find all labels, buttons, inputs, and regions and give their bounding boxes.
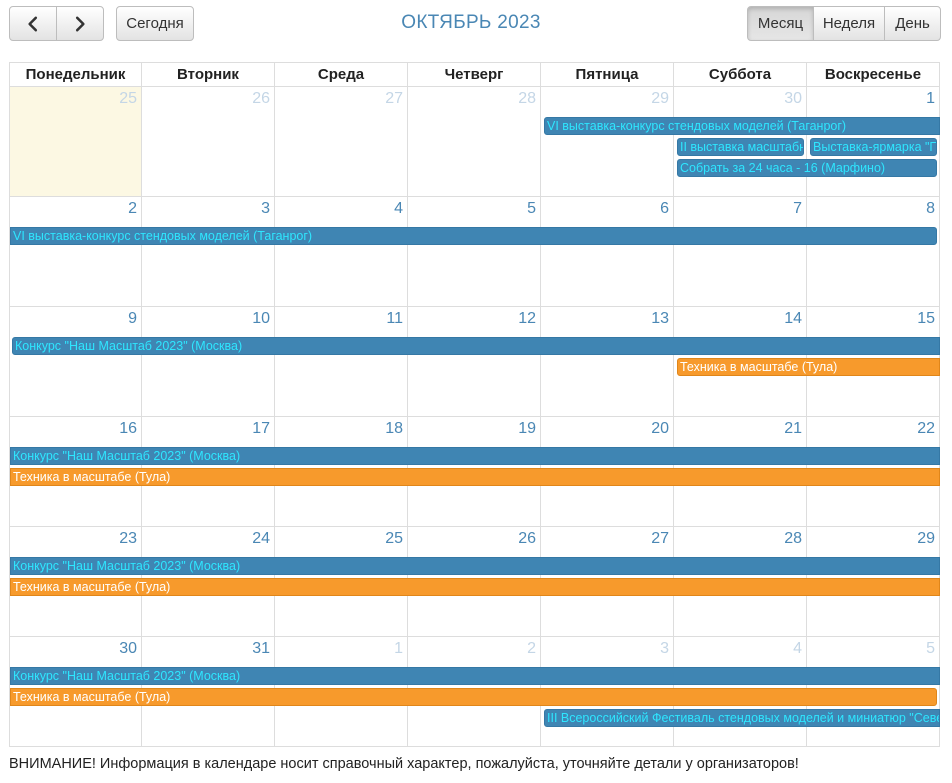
calendar-title: ОКТЯБРЬ 2023 [401, 12, 541, 33]
day-number[interactable]: 29 [917, 530, 935, 547]
day-cell[interactable]: 7 [674, 197, 807, 307]
calendar-event[interactable]: Техника в масштабе (Тула) [10, 578, 940, 596]
day-cell[interactable]: 28 [408, 87, 541, 197]
day-number[interactable]: 3 [660, 640, 669, 657]
day-cell[interactable]: 8 [807, 197, 940, 307]
day-cell[interactable]: 5 [408, 197, 541, 307]
day-number[interactable]: 21 [784, 420, 802, 437]
day-number[interactable]: 30 [119, 640, 137, 657]
day-number[interactable]: 17 [252, 420, 270, 437]
day-number[interactable]: 25 [385, 530, 403, 547]
day-cell[interactable]: 2 [9, 197, 142, 307]
day-number[interactable]: 28 [518, 90, 536, 107]
calendar-event[interactable]: II выставка масштабных моделей [677, 138, 804, 156]
day-number[interactable]: 13 [651, 310, 669, 327]
calendar-event[interactable]: VI выставка-конкурс стендовых моделей (Т… [544, 117, 940, 135]
day-number[interactable]: 10 [252, 310, 270, 327]
weekday-header: Понедельник [9, 62, 142, 87]
day-cell[interactable]: 11 [275, 307, 408, 417]
view-month-button[interactable]: Месяц [747, 6, 814, 41]
weekday-header: Четверг [408, 62, 541, 87]
day-cell[interactable]: 13 [541, 307, 674, 417]
day-number[interactable]: 11 [386, 310, 403, 327]
day-number[interactable]: 26 [252, 90, 270, 107]
calendar-event[interactable]: Техника в масштабе (Тула) [677, 358, 940, 376]
day-number[interactable]: 12 [518, 310, 536, 327]
day-number[interactable]: 7 [793, 200, 802, 217]
day-number[interactable]: 8 [926, 200, 935, 217]
day-number[interactable]: 18 [385, 420, 403, 437]
day-cell[interactable]: 29 [541, 87, 674, 197]
view-week-button[interactable]: Неделя [813, 6, 885, 41]
day-cell[interactable]: 27 [275, 87, 408, 197]
day-number[interactable]: 5 [527, 200, 536, 217]
chevron-left-icon [28, 16, 38, 31]
day-cell[interactable]: 5 [807, 637, 940, 747]
weekday-header: Среда [275, 62, 408, 87]
day-number[interactable]: 26 [518, 530, 536, 547]
day-number[interactable]: 4 [394, 200, 403, 217]
day-number[interactable]: 5 [926, 640, 935, 657]
day-cell[interactable]: 3 [142, 197, 275, 307]
day-number[interactable]: 25 [119, 90, 137, 107]
day-number[interactable]: 14 [784, 310, 802, 327]
calendar-event[interactable]: Собрать за 24 часа - 16 (Марфино) [677, 159, 937, 177]
day-number[interactable]: 27 [385, 90, 403, 107]
day-number[interactable]: 1 [926, 90, 935, 107]
calendar-event[interactable]: Конкурс "Наш Масштаб 2023" (Москва) [10, 557, 940, 575]
day-number[interactable]: 15 [917, 310, 935, 327]
calendar-event[interactable]: Конкурс "Наш Масштаб 2023" (Москва) [12, 337, 940, 355]
prev-month-button[interactable] [9, 6, 57, 41]
weekday-header: Вторник [142, 62, 275, 87]
day-number[interactable]: 16 [119, 420, 137, 437]
day-number[interactable]: 2 [128, 200, 137, 217]
day-number[interactable]: 9 [128, 310, 137, 327]
day-number[interactable]: 29 [651, 90, 669, 107]
day-number[interactable]: 30 [784, 90, 802, 107]
day-number[interactable]: 22 [917, 420, 935, 437]
day-number[interactable]: 4 [793, 640, 802, 657]
day-cell[interactable]: 4 [275, 197, 408, 307]
calendar-event[interactable]: Выставка-ярмарка "Гараж" [810, 138, 937, 156]
day-cell[interactable]: 10 [142, 307, 275, 417]
day-number[interactable]: 1 [394, 640, 403, 657]
weekday-header: Воскресенье [807, 62, 940, 87]
day-number[interactable]: 2 [527, 640, 536, 657]
day-number[interactable]: 23 [119, 530, 137, 547]
day-number[interactable]: 6 [660, 200, 669, 217]
disclaimer-notice: ВНИМАНИЕ! Информация в календаре носит с… [9, 756, 799, 772]
view-day-button[interactable]: День [884, 6, 941, 41]
day-cell[interactable]: 1 [807, 87, 940, 197]
day-number[interactable]: 19 [518, 420, 536, 437]
chevron-right-icon [75, 16, 85, 31]
today-button[interactable]: Сегодня [116, 6, 194, 41]
day-cell[interactable]: 9 [9, 307, 142, 417]
weekday-header: Суббота [674, 62, 807, 87]
calendar-event[interactable]: Техника в масштабе (Тула) [10, 688, 937, 706]
day-number[interactable]: 20 [651, 420, 669, 437]
day-cell[interactable]: 25 [9, 87, 142, 197]
calendar-event[interactable]: Конкурс "Наш Масштаб 2023" (Москва) [10, 667, 940, 685]
next-month-button[interactable] [56, 6, 104, 41]
calendar-event[interactable]: III Всероссийский Фестиваль стендовых мо… [544, 709, 940, 727]
day-number[interactable]: 3 [261, 200, 270, 217]
calendar-event[interactable]: Техника в масштабе (Тула) [10, 468, 940, 486]
day-number[interactable]: 31 [252, 640, 270, 657]
day-number[interactable]: 28 [784, 530, 802, 547]
day-cell[interactable]: 12 [408, 307, 541, 417]
day-cell[interactable]: 26 [142, 87, 275, 197]
month-grid: Понедельник Вторник Среда Четверг Пятница Суб… [9, 62, 940, 752]
calendar-event[interactable]: Конкурс "Наш Масштаб 2023" (Москва) [10, 447, 940, 465]
day-cell[interactable]: 30 [674, 87, 807, 197]
day-number[interactable]: 27 [651, 530, 669, 547]
day-number[interactable]: 24 [252, 530, 270, 547]
weekday-header: Пятница [541, 62, 674, 87]
day-cell[interactable]: 6 [541, 197, 674, 307]
calendar-event[interactable]: VI выставка-конкурс стендовых моделей (Т… [10, 227, 937, 245]
